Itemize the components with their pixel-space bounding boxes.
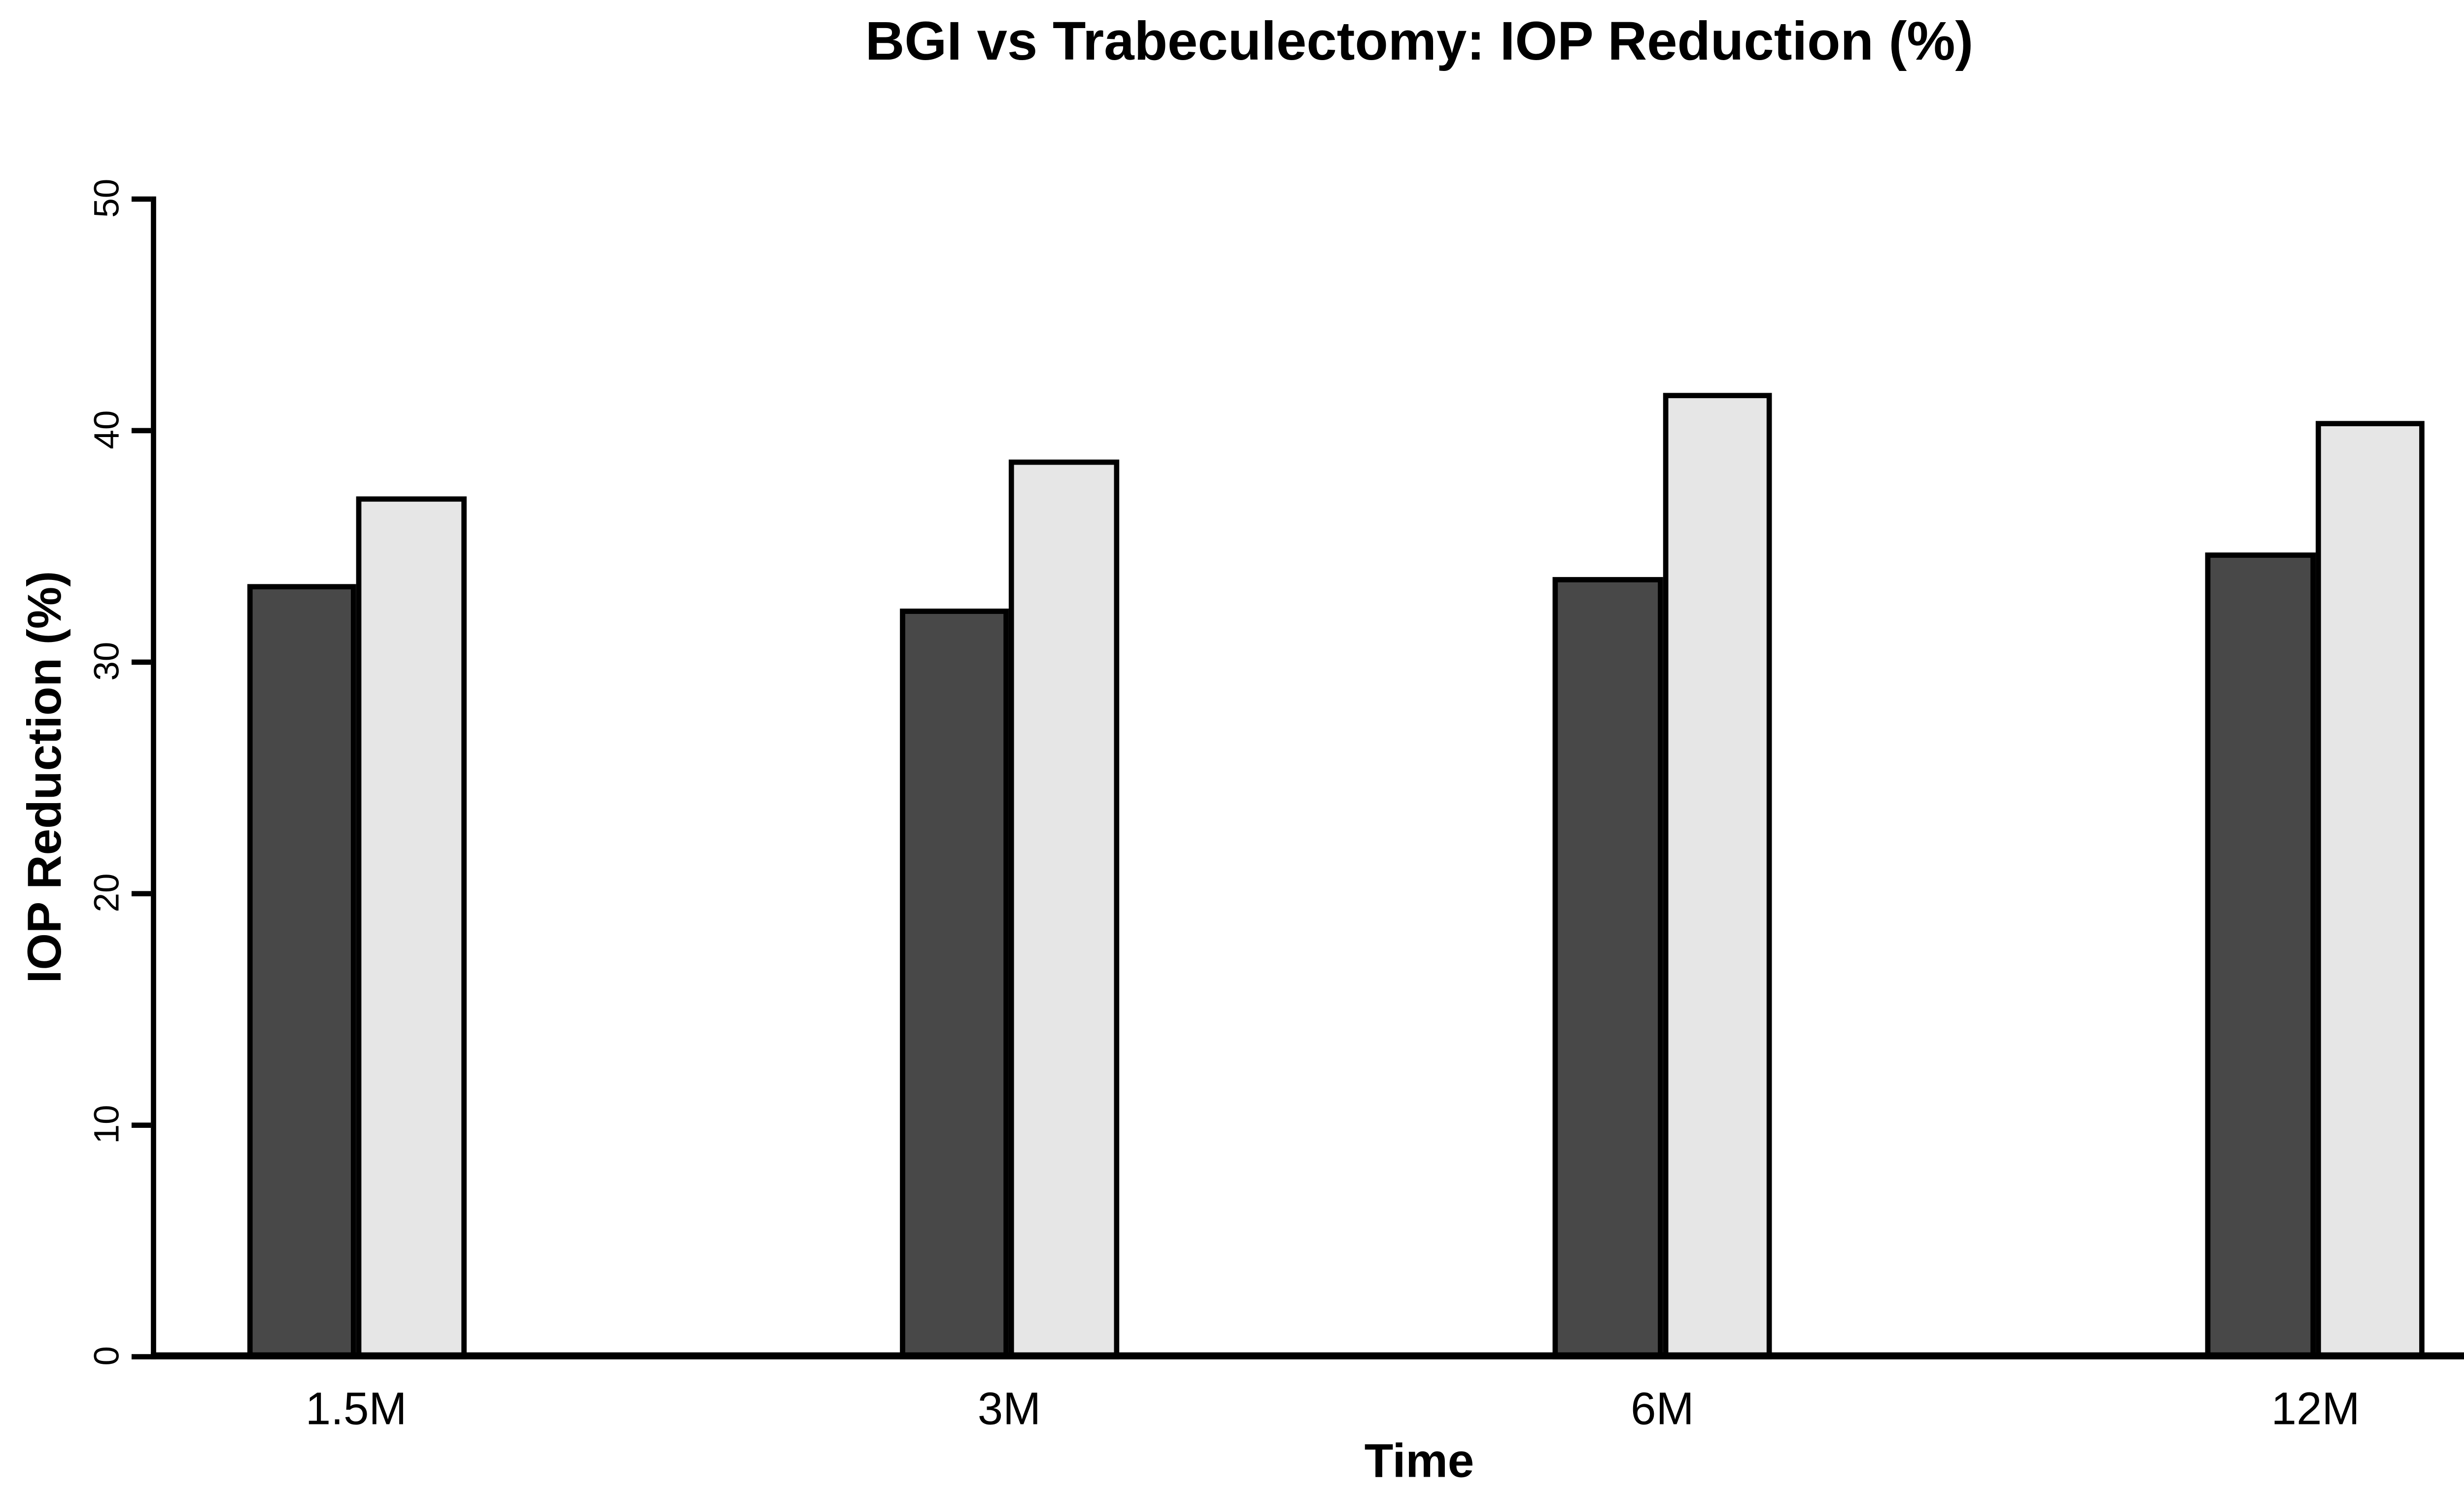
y-tick-label: 30 bbox=[88, 642, 128, 681]
x-axis-line bbox=[151, 1352, 2464, 1359]
y-tick-label: 20 bbox=[88, 873, 128, 913]
bar-bgi-1.5m bbox=[246, 585, 356, 1359]
y-axis-tick bbox=[131, 1121, 151, 1127]
bar-bgi-12m bbox=[2206, 552, 2316, 1359]
bar-trab-3m bbox=[1009, 460, 1119, 1359]
x-category-label: 6M bbox=[1631, 1382, 1694, 1435]
y-tick-label: 10 bbox=[88, 1105, 128, 1144]
bar-bgi-3m bbox=[899, 608, 1009, 1359]
y-tick-label: 50 bbox=[88, 178, 128, 218]
bar-bgi-6m bbox=[1552, 577, 1663, 1359]
bar-trab-12m bbox=[2315, 420, 2426, 1359]
x-category-label: 12M bbox=[2271, 1382, 2360, 1435]
x-axis-title: Time bbox=[1364, 1434, 1474, 1488]
y-axis-tick bbox=[131, 427, 151, 433]
bar-trab-1.5m bbox=[356, 497, 466, 1359]
y-axis-tick bbox=[131, 658, 151, 664]
bar-trab-6m bbox=[1662, 392, 1772, 1359]
y-axis-line bbox=[151, 196, 156, 1359]
y-axis-tick bbox=[131, 890, 151, 896]
y-axis-tick bbox=[131, 1353, 151, 1359]
x-category-label: 3M bbox=[977, 1382, 1041, 1435]
y-tick-label: 0 bbox=[88, 1346, 128, 1366]
chart-title: BGI vs Trabeculectomy: IOP Reduction (%) bbox=[865, 10, 1974, 72]
y-tick-label: 40 bbox=[88, 410, 128, 449]
y-axis-tick bbox=[131, 195, 151, 201]
x-category-label: 1.5M bbox=[305, 1382, 407, 1435]
